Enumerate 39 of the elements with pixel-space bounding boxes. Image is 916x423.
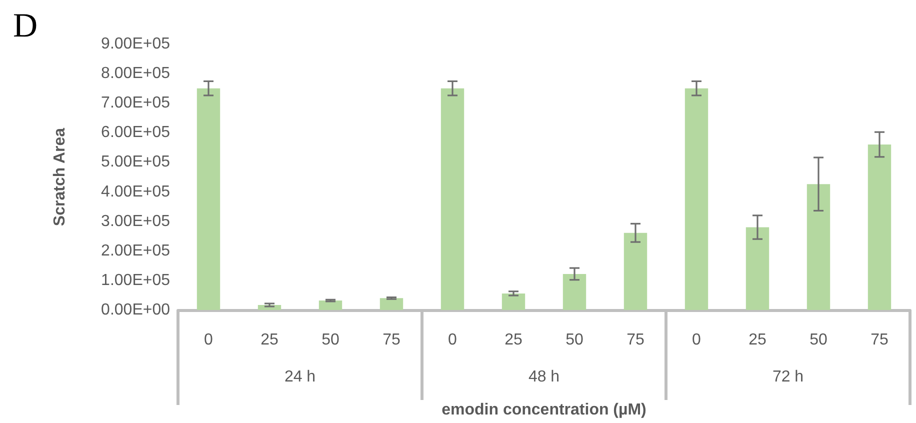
- y-tick-label: 9.00E+05: [101, 36, 170, 52]
- y-axis-title: Scratch Area: [52, 128, 68, 226]
- y-tick-label: 0.00E+00: [101, 302, 170, 318]
- x-tick-label: 50: [566, 332, 584, 348]
- text: 72 h: [772, 368, 804, 386]
- text: 48 h: [528, 368, 560, 386]
- x-tick-label: 25: [748, 332, 766, 348]
- y-tick-label: 8.00E+05: [101, 65, 170, 82]
- bar: [868, 144, 892, 310]
- bar: [318, 300, 342, 310]
- x-tick-label: 25: [504, 332, 522, 348]
- y-tick-label: 6.00E+05: [101, 124, 170, 142]
- x-tick-label: 50: [810, 332, 828, 348]
- x-tick-label: 50: [322, 332, 340, 348]
- y-tick-label: 7.00E+05: [101, 94, 170, 112]
- x-tick-label: 0: [692, 332, 702, 348]
- bar: [746, 227, 770, 310]
- bar: [806, 184, 830, 310]
- y-tick-label: 3.00E+05: [101, 212, 170, 230]
- bar: [684, 88, 708, 310]
- x-axis-title: emodin concentration (µM): [442, 402, 646, 418]
- bar: [502, 293, 526, 310]
- bar: [196, 88, 220, 310]
- x-tick-label: 25: [260, 332, 278, 348]
- x-tick-label: 0: [448, 332, 458, 348]
- y-tick-label: 4.00E+05: [101, 183, 170, 200]
- y-tick-label: 5.00E+05: [101, 154, 170, 171]
- text: 24 h: [284, 368, 316, 386]
- bar: [440, 88, 464, 310]
- x-tick-label: 75: [626, 332, 644, 348]
- x-tick-label: 75: [382, 332, 400, 348]
- x-tick-label: 0: [204, 332, 214, 348]
- bar: [624, 232, 648, 310]
- x-tick-label: 75: [870, 332, 888, 348]
- bar: [380, 298, 404, 310]
- chart-title: D: [13, 8, 38, 44]
- bar: [562, 274, 586, 310]
- y-tick-label: 1.00E+05: [101, 272, 170, 289]
- y-tick-label: 2.00E+05: [101, 242, 170, 260]
